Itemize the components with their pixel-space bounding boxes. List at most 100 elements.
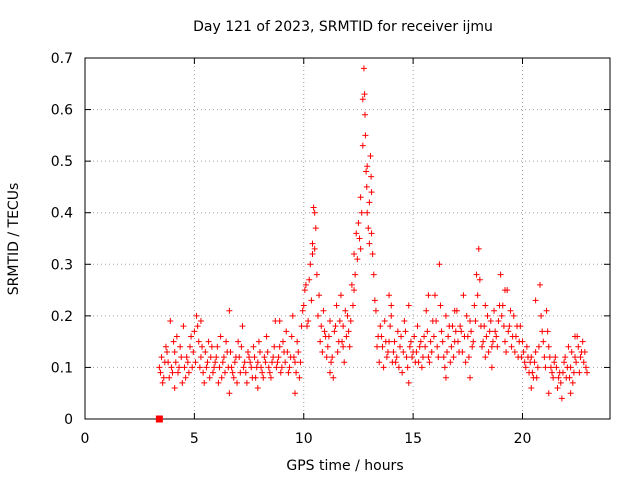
data-point [503,348,510,355]
data-point [538,312,545,319]
data-point [358,209,365,216]
data-point [497,271,504,278]
data-point [540,338,547,345]
data-point [310,204,317,211]
x-tick-label: 20 [514,431,532,447]
data-point [557,379,564,386]
y-tick-label: 0.4 [51,206,73,222]
data-point [177,343,184,350]
data-point [179,379,186,386]
data-point [482,302,489,309]
data-point [277,369,284,376]
data-point [535,343,542,350]
data-point [371,297,378,304]
data-point [215,379,222,386]
data-point [423,307,430,314]
data-point [377,323,384,330]
data-point [317,338,324,345]
data-point [545,343,552,350]
data-point [301,287,308,294]
data-point [436,261,443,268]
data-point [324,343,331,350]
data-point [167,318,174,325]
data-point [258,364,265,371]
data-point [424,328,431,335]
data-point [243,379,250,386]
data-point [158,354,165,361]
data-point [472,318,479,325]
data-point [182,374,189,381]
data-point [240,364,247,371]
data-point [402,328,409,335]
data-point [242,369,249,376]
y-tick-label: 0.3 [51,257,73,273]
data-point [263,333,270,340]
data-point [562,354,569,361]
data-point [485,348,492,355]
data-point [340,323,347,330]
data-point [172,359,179,366]
data-point [479,343,486,350]
data-point [166,374,173,381]
data-point [173,333,180,340]
data-point [206,374,213,381]
data-point [522,364,529,371]
data-point [200,369,207,376]
data-point [199,343,206,350]
data-point [262,359,269,366]
data-point [502,338,508,345]
data-point [354,256,361,263]
data-point [183,354,190,361]
data-point [212,359,219,366]
data-point [231,359,238,366]
data-point [462,359,469,366]
data-point [366,240,373,247]
data-point [378,333,385,340]
data-point [189,364,196,371]
data-point [495,318,502,325]
data-point [460,292,467,299]
data-point [363,168,370,175]
data-point [575,343,582,350]
data-point [209,369,216,376]
data-point [171,385,178,392]
data-point [430,333,437,340]
data-point [543,307,550,314]
data-point [467,374,473,381]
data-point [397,343,403,350]
data-point [488,364,495,371]
data-point [545,390,552,397]
data-point [236,354,243,361]
data-point [532,297,539,304]
data-point [414,323,421,330]
data-point [437,302,444,309]
data-point [463,312,470,319]
x-tick-label: 0 [81,431,90,447]
data-point [356,235,363,242]
data-point [349,302,356,309]
data-point [383,354,390,361]
data-point [502,287,508,294]
data-point [220,354,227,361]
data-point [208,343,215,350]
data-point [542,364,549,371]
data-point [523,343,530,350]
data-point [296,374,303,381]
data-point [285,369,292,376]
data-point [425,292,432,299]
data-point [292,359,298,366]
data-point [254,385,261,392]
data-point [468,328,475,335]
data-point [471,302,478,309]
data-point [561,359,568,366]
data-point [450,354,457,361]
data-point [376,359,383,366]
data-point [214,343,221,350]
data-point [492,328,499,335]
data-point [447,359,454,366]
data-point [282,359,289,366]
data-point [419,354,426,361]
data-point [305,318,312,325]
data-point [226,307,233,314]
data-point [259,369,266,376]
